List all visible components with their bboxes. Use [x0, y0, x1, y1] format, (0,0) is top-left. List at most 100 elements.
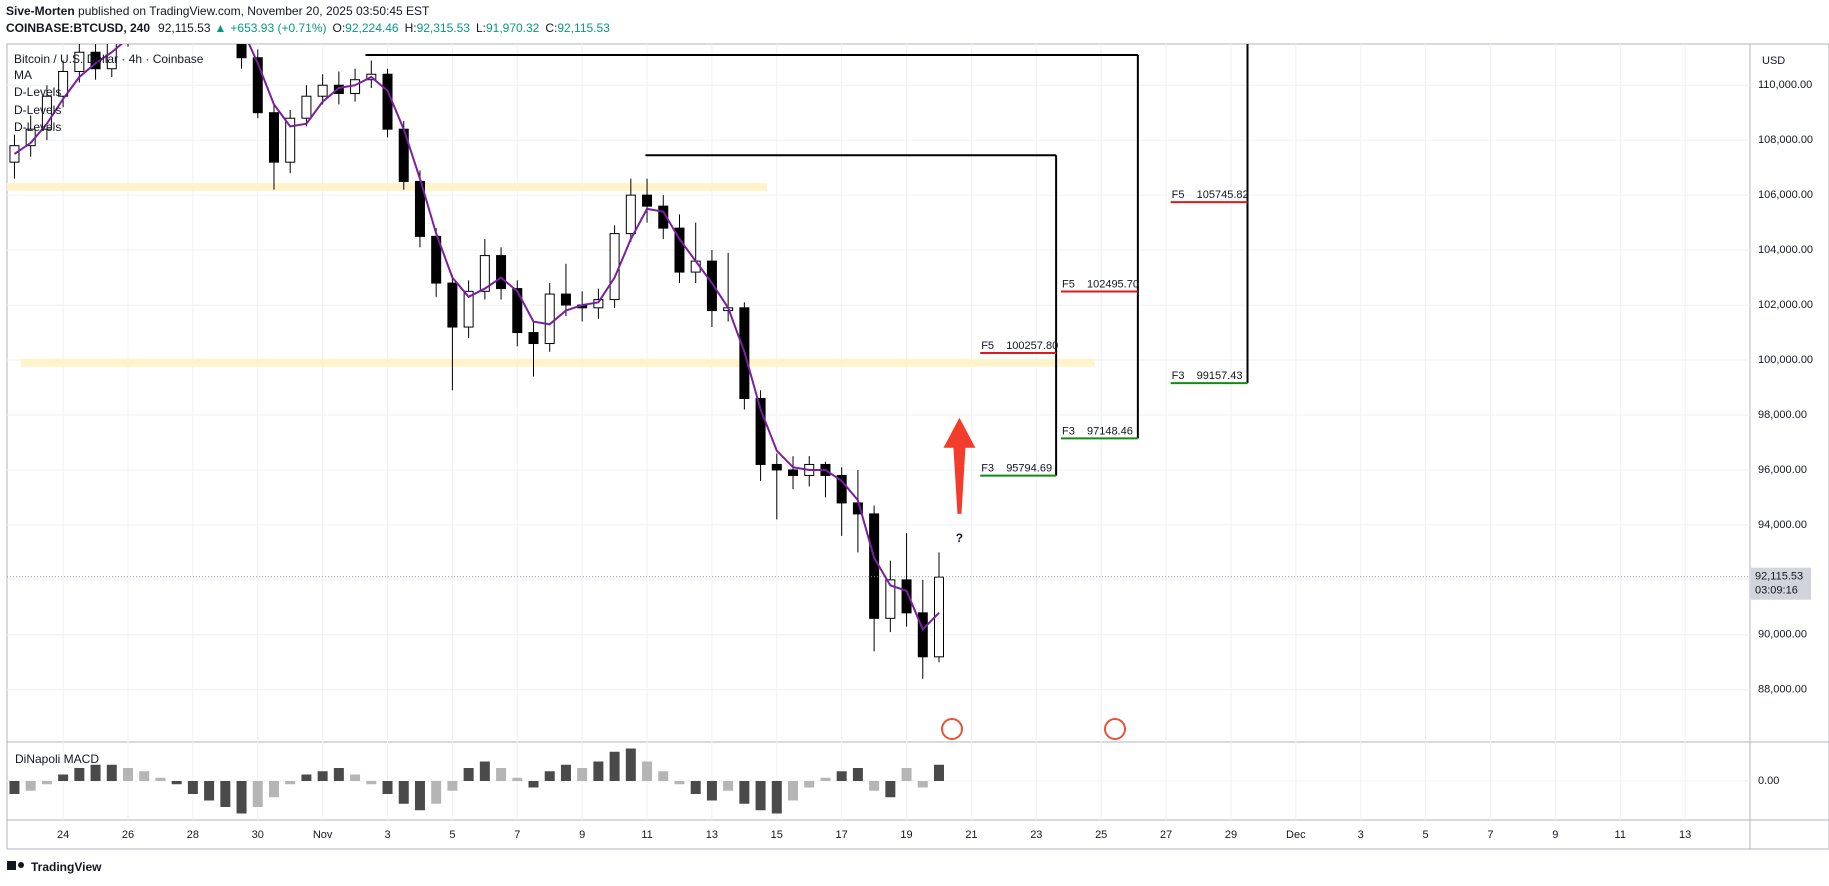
grid [7, 44, 1750, 820]
x-tick-label: 7 [1487, 829, 1493, 841]
x-tick-label: 7 [514, 829, 520, 841]
macd-bar [885, 781, 896, 798]
level-name: F3 [981, 462, 994, 474]
macd-bar [301, 774, 312, 781]
x-tick-label: 30 [252, 829, 264, 841]
x-tick-label: 21 [965, 829, 977, 841]
candle-body [301, 95, 312, 119]
level-value: 95794.69 [1006, 462, 1052, 474]
macd-bar [25, 781, 36, 791]
quote-label: H: [405, 21, 417, 35]
y-tick-label: 98,000.00 [1758, 409, 1807, 421]
main-pane: F5 102495.70 F3 97148.46 F5 100257.80 F3 95794.… [7, 44, 1750, 679]
macd-bar [317, 771, 328, 781]
macd-bar [350, 774, 361, 781]
candle-body [917, 612, 928, 658]
candle-body [642, 194, 653, 207]
level-name: F3 [1172, 370, 1185, 382]
y-tick-label: 108,000.00 [1758, 134, 1813, 146]
macd-bar [90, 764, 101, 781]
quote-value: 92,115.53 [557, 21, 610, 35]
macd-bar [852, 768, 863, 781]
macd-bar [285, 781, 296, 785]
macd-bar [528, 781, 539, 788]
macd-bar [788, 781, 799, 801]
macd-bar [674, 781, 685, 785]
macd-bar [204, 781, 215, 801]
published: published on TradingView.com, November 2… [75, 4, 430, 18]
legend-indicator: D-Levels [14, 85, 61, 99]
x-tick-label: 15 [771, 829, 783, 841]
macd-bar [58, 774, 69, 781]
quote-value: 92,315.53 [417, 21, 471, 35]
candle-body [836, 474, 847, 504]
frame [6, 43, 1829, 850]
x-tick-label: 9 [579, 829, 585, 841]
level-value: 105745.82 [1197, 189, 1249, 201]
candle-body [544, 293, 555, 345]
quote-line: COINBASE:BTCUSD, 240 92,115.53 ▲ +653.93 (+… [6, 21, 610, 35]
x-tick-label: 13 [706, 829, 718, 841]
change-arrow: ▲ [215, 21, 227, 35]
quote-label: L: [476, 21, 486, 35]
macd-bar [236, 781, 247, 814]
change: +653.93 (+0.71%) [230, 21, 326, 35]
macd-bar [593, 761, 604, 781]
macd-bar [625, 748, 636, 781]
y-tick-label: 96,000.00 [1758, 464, 1807, 476]
macd-bar [333, 768, 344, 781]
level-value: 97148.46 [1087, 425, 1133, 437]
macd-bar [9, 781, 20, 794]
macd-bar [447, 781, 458, 791]
candle-body [512, 288, 523, 334]
macd-bar [187, 781, 198, 794]
y-tick-label: 100,000.00 [1758, 354, 1813, 366]
x-tick-label: 28 [187, 829, 199, 841]
macd-bar [869, 781, 880, 791]
price-tag [1751, 567, 1811, 600]
candle-body [236, 44, 247, 59]
price-tag-label: 92,115.53 [1755, 571, 1803, 583]
macd-bar [414, 781, 425, 811]
y-tick-label: 102,000.00 [1758, 299, 1813, 311]
macd-bar [934, 764, 945, 781]
candle-body [333, 84, 344, 94]
macd-bar [771, 781, 782, 814]
y-tick-label: 110,000.00 [1758, 79, 1812, 91]
level-name: F5 [1062, 278, 1075, 290]
x-tick-label: 5 [449, 829, 455, 841]
macd-bar [901, 768, 912, 781]
brand: TradingView [31, 860, 102, 874]
footer: TradingView [7, 860, 102, 874]
candle-body [869, 513, 880, 619]
zone [20, 358, 1095, 367]
logo-mark [18, 862, 24, 868]
candle-body [771, 463, 782, 471]
x-tick-label: 13 [1679, 829, 1691, 841]
candle-body [706, 260, 717, 312]
y-tick-label: 88,000.00 [1758, 684, 1807, 696]
legend: Bitcoin / U.S. Dollar · 4h · Coinbase MA… [14, 52, 1785, 766]
x-tick-label: 17 [836, 829, 848, 841]
event-icon[interactable] [1104, 718, 1126, 740]
x-tick-label: 23 [1030, 829, 1042, 841]
x-tick-label: Nov [313, 829, 333, 841]
level-value: 102495.70 [1087, 278, 1139, 290]
macd-bar [544, 771, 555, 781]
x-tick-label: 19 [900, 829, 912, 841]
candle-body [463, 290, 474, 328]
author: Sive-Morten [6, 4, 75, 18]
x-tick-label: 25 [1095, 829, 1107, 841]
event-icon[interactable] [941, 718, 963, 740]
candle-body [106, 44, 117, 70]
macd-bar [512, 777, 523, 781]
x-tick-label: 24 [57, 829, 69, 841]
symbol: COINBASE:BTCUSD, 240 [6, 21, 150, 35]
legend-indicator: D-Levels [14, 120, 61, 134]
quote-label: C: [545, 21, 557, 35]
macd-bar [74, 768, 85, 781]
price: 92,115.53 [158, 21, 211, 35]
level-name: F3 [1062, 425, 1075, 437]
header-line: Sive-Morten published on TradingView.com… [6, 4, 430, 18]
